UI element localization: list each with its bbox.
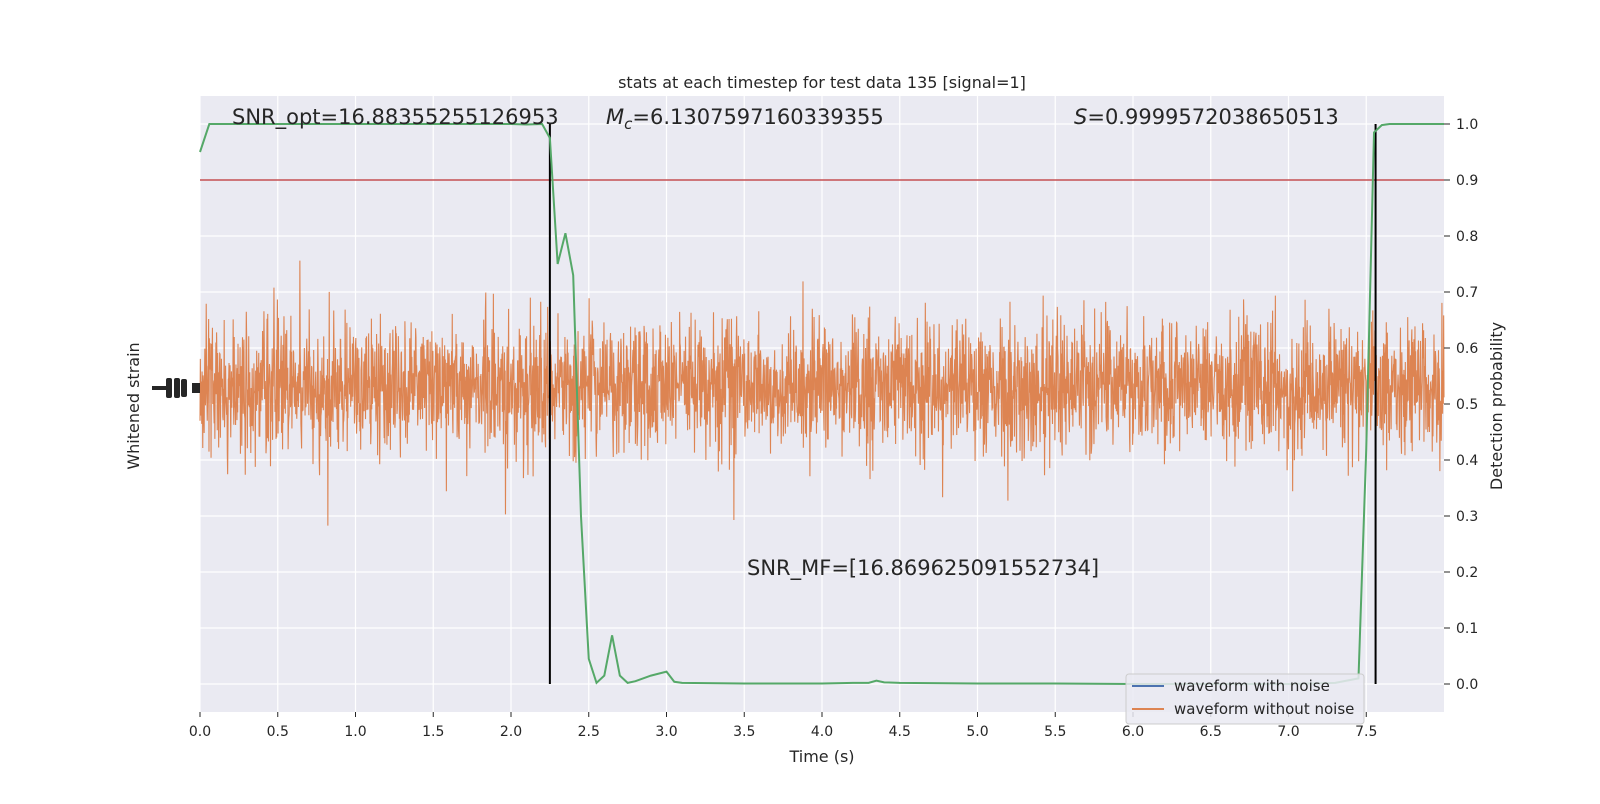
annotation-snr-opt: SNR_opt=16.88355255126953: [232, 105, 559, 130]
s-symbol: S: [1074, 105, 1087, 129]
x-tick-label-14: 7.0: [1277, 724, 1299, 740]
x-tick-label-1: 0.5: [267, 724, 289, 740]
y-right-tick-label-7: 0.7: [1456, 285, 1478, 301]
mc-subscript: c: [624, 115, 633, 133]
mc-symbol: M: [606, 105, 624, 129]
x-tick-label-6: 3.0: [655, 724, 677, 740]
y-axis-label-left: Whitened strain: [124, 342, 143, 469]
x-tick-label-5: 2.5: [578, 724, 600, 740]
x-tick-label-2: 1.0: [344, 724, 366, 740]
x-tick-label-8: 4.0: [811, 724, 833, 740]
annotation-overlap: S=0.9999572038650513: [1074, 105, 1339, 129]
y-right-tick-label-9: 0.9: [1456, 173, 1478, 189]
x-tick-label-7: 3.5: [733, 724, 755, 740]
x-tick-label-11: 5.5: [1044, 724, 1066, 740]
left-tick-clutter: [152, 378, 200, 398]
annotation-chirp-mass: Mc=6.1307597160339355: [606, 105, 884, 133]
y-right-tick-label-1: 0.1: [1456, 621, 1478, 637]
x-tick-label-13: 6.5: [1200, 724, 1222, 740]
waveform-without-noise-line: [199, 260, 1445, 526]
legend-label-with-noise: waveform with noise: [1174, 677, 1330, 695]
x-tick-label-15: 7.5: [1355, 724, 1377, 740]
x-tick-label-10: 5.0: [966, 724, 988, 740]
legend: waveform with noise waveform without noi…: [1125, 673, 1365, 725]
s-value: =0.9999572038650513: [1087, 105, 1338, 129]
annotation-snr-mf: SNR_MF=[16.869625091552734]: [747, 556, 1099, 581]
y-right-tick-label-8: 0.8: [1456, 229, 1478, 245]
x-tick-label-12: 6.0: [1122, 724, 1144, 740]
x-tick-label-0: 0.0: [189, 724, 211, 740]
chart-title: stats at each timestep for test data 135…: [618, 73, 1026, 92]
x-axis-label: Time (s): [788, 747, 854, 766]
y-right-tick-label-3: 0.3: [1456, 509, 1478, 525]
x-tick-label-3: 1.5: [422, 724, 444, 740]
axis-ticks: 0.0 0.5 1.0 1.5 2.0 2.5 3.0 3.5 4.0 4.5 5.0 5.5 6.0 6…: [189, 117, 1478, 740]
legend-label-without-noise: waveform without noise: [1174, 700, 1354, 718]
strain-series: [199, 260, 1445, 526]
y-right-tick-label-10: 1.0: [1456, 117, 1478, 133]
y-right-tick-label-5: 0.5: [1456, 397, 1478, 413]
y-right-tick-label-0: 0.0: [1456, 677, 1478, 693]
x-tick-label-9: 4.5: [889, 724, 911, 740]
y-right-tick-label-2: 0.2: [1456, 565, 1478, 581]
mc-value: =6.1307597160339355: [632, 105, 883, 129]
y-right-tick-label-6: 0.6: [1456, 341, 1478, 357]
legend-box: [1125, 673, 1365, 725]
y-axis-label-right: Detection probability: [1487, 322, 1506, 490]
x-tick-label-4: 2.0: [500, 724, 522, 740]
y-right-tick-label-4: 0.4: [1456, 453, 1478, 469]
